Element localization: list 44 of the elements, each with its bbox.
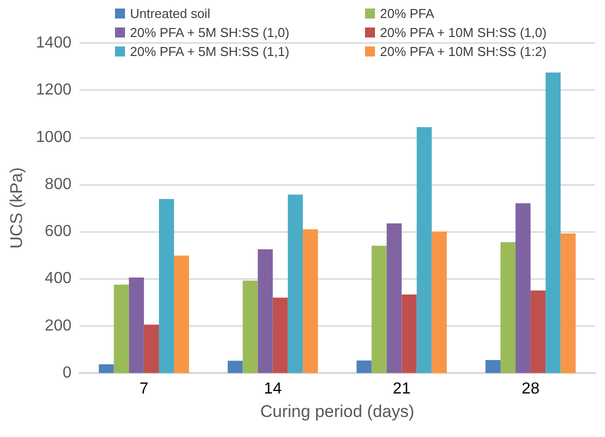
- x-tick-label: 28: [522, 380, 540, 398]
- y-tick-label: 800: [44, 176, 72, 193]
- bar: [546, 72, 561, 373]
- y-tick-label: 200: [44, 317, 72, 334]
- bar: [356, 360, 372, 373]
- legend-label: 20% PFA + 5M SH:SS (1,0): [130, 25, 290, 40]
- y-tick-label: 1000: [36, 128, 72, 146]
- bar: [560, 233, 576, 373]
- bar: [174, 256, 190, 373]
- bar: [114, 284, 129, 373]
- bar: [228, 360, 243, 373]
- x-tick-label: 21: [392, 380, 411, 398]
- y-tick-label: 1400: [36, 34, 72, 52]
- x-tick-label: 7: [139, 380, 148, 398]
- legend-label: 20% PFA + 5M SH:SS (1,1): [130, 44, 290, 59]
- bar: [372, 246, 387, 373]
- bar: [416, 127, 432, 373]
- bar: [516, 203, 531, 373]
- y-tick-label: 1200: [36, 82, 72, 99]
- y-axis-title: UCS (kPa): [7, 167, 26, 249]
- bar: [98, 364, 114, 373]
- y-tick-label: 0: [62, 364, 72, 382]
- bar: [128, 278, 144, 373]
- bar: [402, 294, 417, 373]
- bar: [258, 249, 273, 373]
- legend-label: Untreated soil: [130, 6, 210, 21]
- bar: [386, 223, 402, 373]
- y-tick-label: 400: [44, 270, 72, 288]
- y-tick-label: 600: [44, 223, 72, 240]
- x-tick-label: 14: [264, 380, 282, 398]
- bar: [272, 298, 288, 373]
- bar: [302, 229, 318, 373]
- bar: [485, 360, 500, 373]
- x-axis-title: Curing period (days): [260, 402, 414, 421]
- bar: [158, 199, 174, 373]
- legend-label: 20% PFA + 10M SH:SS (1,0): [380, 25, 547, 40]
- bar: [500, 242, 516, 373]
- legend-label: 20% PFA: [380, 6, 435, 21]
- bar: [530, 290, 546, 373]
- bar: [432, 232, 447, 373]
- bar: [288, 194, 303, 373]
- bar: [242, 280, 258, 373]
- legend-label: 20% PFA + 10M SH:SS (1:2): [380, 44, 547, 59]
- bar: [144, 324, 159, 373]
